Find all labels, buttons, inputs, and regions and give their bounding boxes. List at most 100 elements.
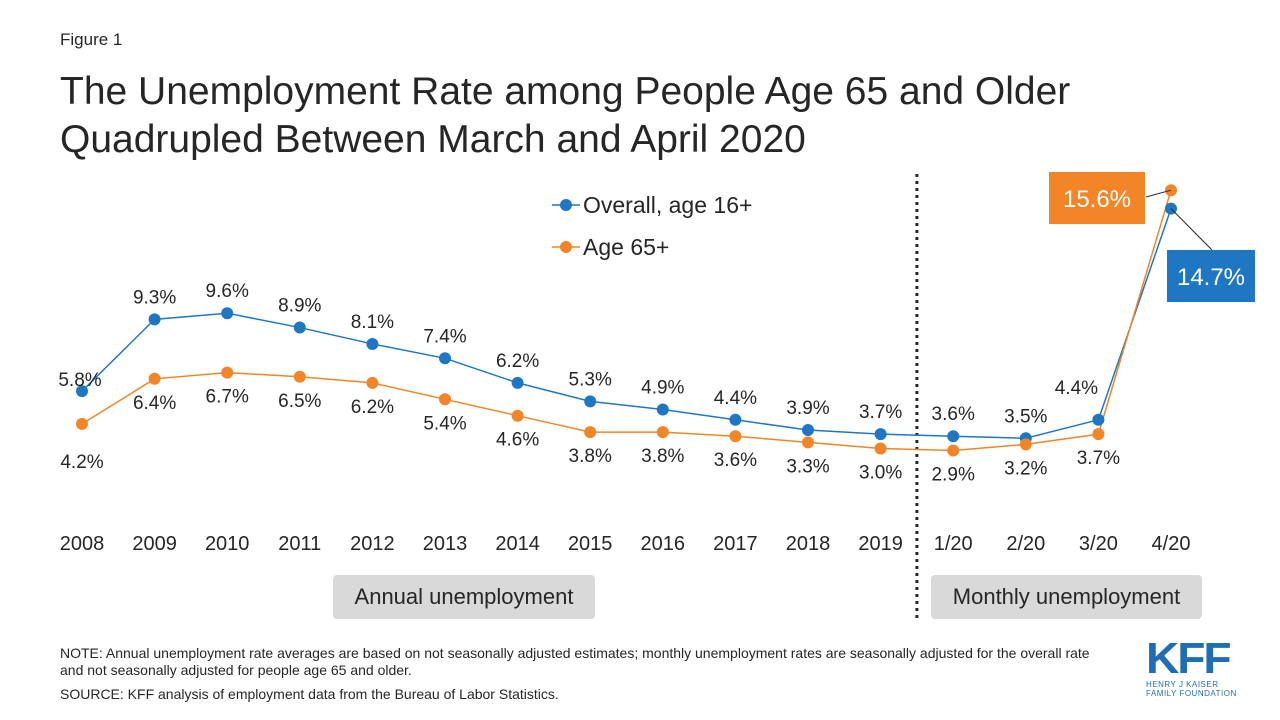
overall-data-point <box>874 428 887 441</box>
overall-data-point <box>1092 413 1105 426</box>
overall-data-label: 3.9% <box>786 398 829 419</box>
overall-data-label: 8.9% <box>278 296 321 317</box>
x-tick-label: 2014 <box>495 533 540 555</box>
footnote-note: NOTE: Annual unemployment rate averages … <box>60 645 1090 678</box>
age65-data-point <box>802 436 814 449</box>
overall-data-point <box>511 376 524 389</box>
overall-data-label: 5.8% <box>58 370 101 391</box>
x-tick-label: 2011 <box>278 533 321 555</box>
age65-data-label: 6.4% <box>133 393 176 414</box>
chart-title-line-2: Quadrupled Between March and April 2020 <box>60 118 806 161</box>
chart-title-line-1: The Unemployment Rate among People Age 6… <box>60 70 1071 113</box>
age65-legend-marker <box>560 241 572 253</box>
overall-data-point <box>148 313 161 326</box>
overall-callout-label: 14.7% <box>1177 264 1245 291</box>
age65-data-point <box>511 409 524 422</box>
x-tick-label: 2016 <box>641 533 686 555</box>
x-tick-label: 2010 <box>205 533 250 555</box>
overall-data-label: 3.5% <box>1004 406 1047 427</box>
footnote-source: SOURCE: KFF analysis of employment data … <box>60 686 559 702</box>
age65-data-point <box>221 366 234 379</box>
x-tick-label: 4/20 <box>1152 533 1191 555</box>
overall-series-line <box>81 208 1172 440</box>
monthly-unemployment-label: Monthly unemployment <box>931 575 1202 619</box>
x-tick-label: 2013 <box>423 533 468 555</box>
age65-legend-label: Age 65+ <box>583 234 669 260</box>
age65-data-label: 4.6% <box>496 430 539 451</box>
x-tick-label: 2019 <box>858 533 903 555</box>
kff-logo-mark: KFF <box>1146 634 1232 683</box>
kff-logo-line-1: HENRY J KAISER <box>1146 680 1219 689</box>
age65-callout-leader <box>1145 189 1172 198</box>
age65-data-point <box>148 372 161 385</box>
overall-data-label: 3.6% <box>932 404 975 425</box>
overall-data-point <box>947 430 960 443</box>
x-tick-label: 2018 <box>786 533 831 555</box>
age65-data-label: 3.8% <box>569 446 612 467</box>
x-tick-label: 2/20 <box>1006 533 1045 555</box>
overall-data-point <box>221 307 234 320</box>
overall-legend-label: Overall, age 16+ <box>583 192 752 218</box>
overall-data-label: 8.1% <box>351 312 394 333</box>
overall-data-point <box>366 337 379 350</box>
age65-data-point <box>1092 428 1105 441</box>
overall-data-point <box>584 395 597 408</box>
x-tick-label: 2008 <box>60 533 105 555</box>
overall-data-label: 4.4% <box>1055 378 1098 399</box>
overall-data-label: 7.4% <box>423 326 466 347</box>
x-tick-label: 2017 <box>713 533 758 555</box>
age65-data-label: 4.2% <box>60 452 103 473</box>
figure-label: Figure 1 <box>60 30 123 49</box>
age65-data-label: 3.7% <box>1077 448 1120 469</box>
age65-data-label: 5.4% <box>423 413 466 434</box>
age65-data-label: 6.2% <box>351 397 394 418</box>
x-tick-label: 2009 <box>132 533 177 555</box>
age65-data-point <box>947 444 960 457</box>
x-tick-label: 2012 <box>350 533 395 555</box>
x-tick-label: 3/20 <box>1079 533 1118 555</box>
age65-data-label: 6.5% <box>278 391 321 412</box>
overall-data-label: 3.7% <box>859 402 902 423</box>
age65-data-label: 2.9% <box>932 465 975 486</box>
age65-data-point <box>76 417 88 430</box>
overall-data-point <box>439 352 451 365</box>
age65-data-point <box>439 393 451 406</box>
overall-callout-box <box>1167 250 1255 302</box>
annual-unemployment-label: Annual unemployment <box>333 575 595 619</box>
overall-data-point <box>729 413 742 426</box>
age65-data-point <box>729 430 742 443</box>
age65-data-point <box>874 442 887 455</box>
age65-data-label: 3.0% <box>859 463 902 484</box>
overall-data-point <box>656 403 669 416</box>
overall-legend-marker <box>560 199 572 211</box>
age65-callout-label: 15.6% <box>1063 186 1131 213</box>
age65-data-label: 3.3% <box>786 456 829 477</box>
x-tick-label: 1/20 <box>934 533 973 555</box>
overall-callout-leader <box>1170 208 1213 251</box>
age65-data-label: 6.7% <box>206 387 249 408</box>
overall-data-label: 4.4% <box>714 388 757 409</box>
age65-data-point <box>366 376 379 389</box>
chart-title: The Unemployment Rate among People Age 6… <box>60 68 1240 164</box>
kff-logo-line-2: FAMILY FOUNDATION <box>1146 689 1237 698</box>
kff-logo: KFF HENRY J KAISER FAMILY FOUNDATION <box>1146 637 1238 699</box>
age65-data-label: 3.6% <box>714 450 757 471</box>
age65-data-point <box>293 370 306 383</box>
overall-data-label: 9.3% <box>133 287 176 308</box>
age65-series-line <box>81 189 1172 452</box>
age65-callout-box <box>1049 172 1145 224</box>
overall-data-point <box>293 321 306 334</box>
age65-data-label: 3.8% <box>641 446 684 467</box>
overall-data-point <box>76 385 88 398</box>
overall-data-label: 6.2% <box>496 351 539 372</box>
age65-data-point <box>656 426 669 439</box>
age65-data-point <box>1019 438 1032 451</box>
age65-data-point <box>584 426 597 439</box>
age65-data-label: 3.2% <box>1004 458 1047 479</box>
overall-data-label: 4.9% <box>641 378 684 399</box>
x-tick-label: 2015 <box>568 533 613 555</box>
overall-data-label: 5.3% <box>569 369 612 390</box>
overall-data-label: 9.6% <box>206 281 249 302</box>
overall-data-point <box>802 424 814 437</box>
